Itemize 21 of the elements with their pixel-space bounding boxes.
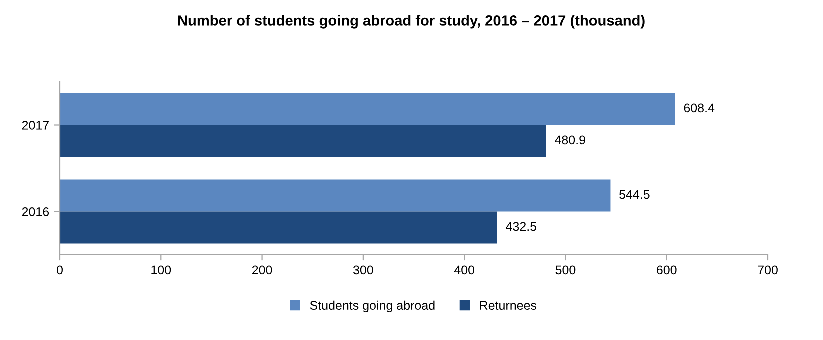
x-tick-label: 700 <box>758 266 778 275</box>
data-label: 608.4 <box>684 104 715 113</box>
bar <box>60 125 546 158</box>
x-tick-label: 200 <box>252 266 272 275</box>
legend-label: Students going abroad <box>310 300 435 312</box>
legend-label: Returnees <box>480 301 537 310</box>
x-tick-label: 100 <box>152 266 172 275</box>
bar <box>60 180 611 212</box>
x-tick-label: 400 <box>454 266 475 275</box>
y-tick-label: 2017 <box>22 121 49 130</box>
y-tick-label: 2016 <box>22 208 50 216</box>
bar <box>60 212 498 244</box>
x-tick-label: 0 <box>57 266 63 275</box>
x-tick-label: 600 <box>657 266 677 275</box>
data-label: 544.5 <box>620 190 650 200</box>
x-tick-label: 300 <box>353 266 374 275</box>
bar <box>60 93 676 126</box>
x-tick-label: 500 <box>556 266 576 275</box>
data-label: 480.9 <box>555 136 586 145</box>
data-label: 432.5 <box>506 222 537 232</box>
chart-title: Number of students going abroad for study, 2016 – 2017 (thousand) <box>178 15 645 29</box>
